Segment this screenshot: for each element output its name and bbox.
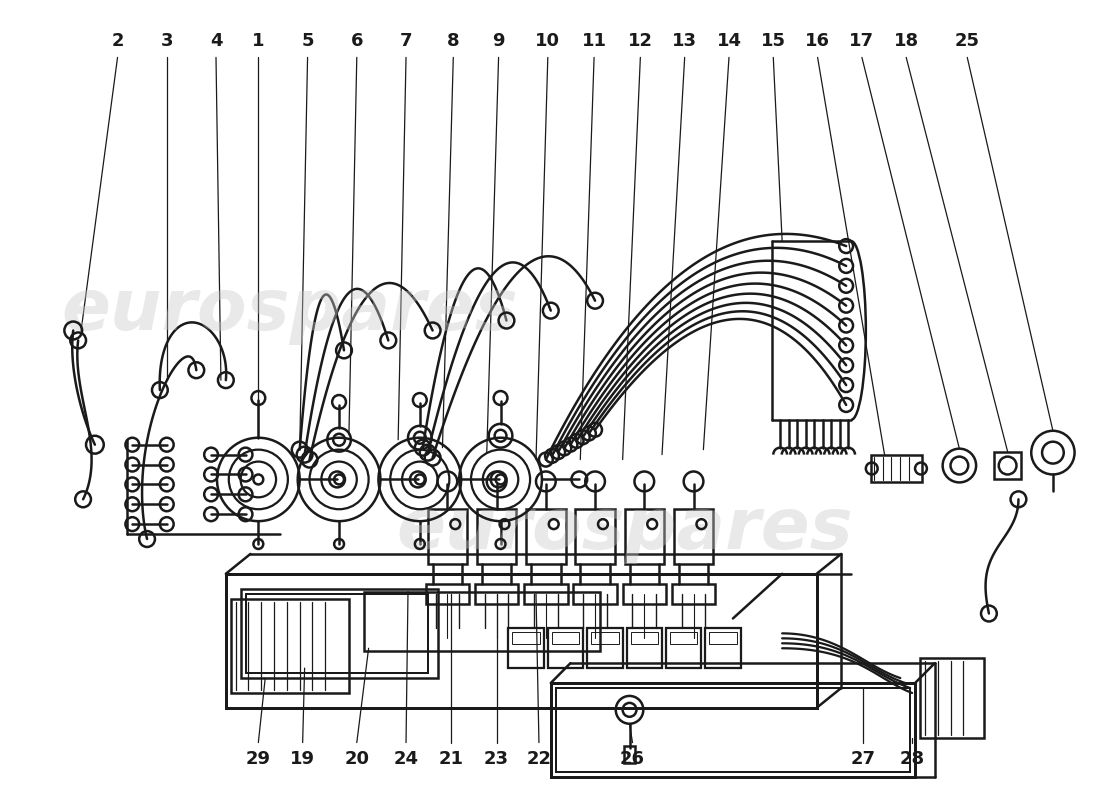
Bar — [705, 629, 740, 668]
Text: 4: 4 — [210, 31, 222, 50]
Bar — [513, 632, 540, 644]
Bar — [475, 584, 518, 603]
Text: 9: 9 — [493, 31, 505, 50]
Bar — [477, 510, 516, 564]
Text: 13: 13 — [672, 31, 697, 50]
Bar — [226, 574, 816, 708]
Bar — [674, 510, 713, 564]
Bar — [556, 688, 910, 772]
Text: 16: 16 — [805, 31, 830, 50]
Text: 21: 21 — [439, 750, 464, 769]
Bar — [552, 632, 580, 644]
Text: 15: 15 — [761, 31, 785, 50]
Bar — [551, 683, 915, 778]
Text: 2: 2 — [111, 31, 124, 50]
Bar — [364, 592, 600, 651]
Text: eurospares: eurospares — [396, 494, 852, 563]
Text: 3: 3 — [161, 31, 173, 50]
Bar — [591, 632, 618, 644]
Bar — [627, 629, 662, 668]
Bar — [710, 632, 737, 644]
Text: 18: 18 — [893, 31, 918, 50]
Bar — [630, 632, 658, 644]
Bar — [666, 629, 702, 668]
Text: 25: 25 — [955, 31, 980, 50]
Bar — [670, 632, 697, 644]
Text: 24: 24 — [394, 750, 418, 769]
Bar — [871, 454, 922, 482]
Text: 19: 19 — [290, 750, 315, 769]
Text: 14: 14 — [716, 31, 741, 50]
Text: 29: 29 — [245, 750, 271, 769]
Bar — [426, 584, 469, 603]
Bar — [920, 658, 984, 738]
Bar — [573, 584, 617, 603]
Text: 8: 8 — [447, 31, 460, 50]
Bar — [625, 510, 664, 564]
Bar — [231, 598, 349, 693]
Text: 20: 20 — [344, 750, 370, 769]
Bar — [526, 510, 565, 564]
Bar — [245, 594, 428, 673]
Text: 1: 1 — [252, 31, 265, 50]
Text: eurospares: eurospares — [62, 276, 518, 345]
Bar — [548, 629, 583, 668]
Bar — [428, 510, 468, 564]
Bar — [525, 584, 568, 603]
Text: 7: 7 — [399, 31, 412, 50]
Text: 17: 17 — [849, 31, 875, 50]
Bar — [508, 629, 543, 668]
Bar — [624, 746, 636, 763]
Text: 23: 23 — [484, 750, 509, 769]
Text: 22: 22 — [527, 750, 551, 769]
Text: 28: 28 — [900, 750, 925, 769]
Bar — [993, 452, 1022, 479]
Text: 11: 11 — [582, 31, 606, 50]
Bar — [672, 584, 715, 603]
Bar — [623, 584, 666, 603]
Text: 5: 5 — [301, 31, 314, 50]
Bar — [241, 589, 438, 678]
Bar — [587, 629, 623, 668]
Bar — [575, 510, 615, 564]
Text: 27: 27 — [850, 750, 876, 769]
Text: 10: 10 — [536, 31, 560, 50]
Text: 12: 12 — [628, 31, 653, 50]
Text: 26: 26 — [620, 750, 645, 769]
Text: 6: 6 — [351, 31, 363, 50]
